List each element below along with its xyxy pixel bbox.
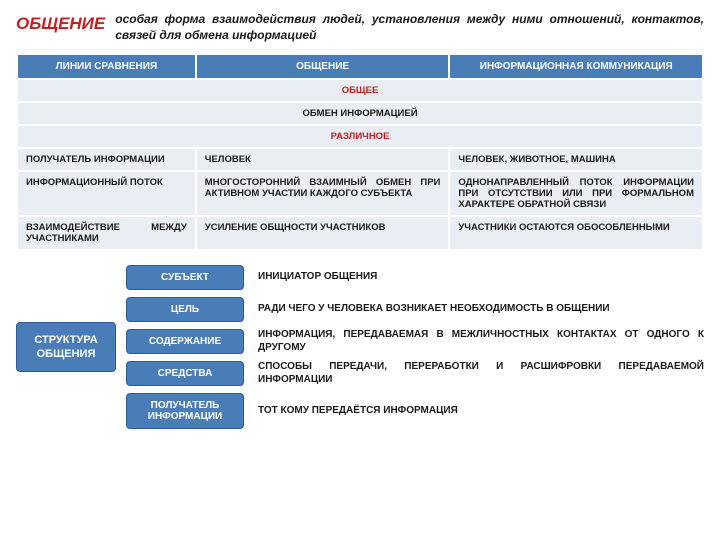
structure-chip: ЦЕЛЬ: [126, 297, 244, 322]
section-row: ОБЩЕЕ: [18, 80, 702, 101]
table-header-row: ЛИНИИ СРАВНЕНИЯ ОБЩЕНИЕ ИНФОРМАЦИОННАЯ К…: [18, 55, 702, 78]
col-header: ЛИНИИ СРАВНЕНИЯ: [18, 55, 195, 78]
structure-row: ПОЛУЧАТЕЛЬ ИНФОРМАЦИИ ТОТ КОМУ ПЕРЕДАЁТС…: [126, 393, 704, 429]
structure-block: СТРУКТУРА ОБЩЕНИЯ СУБЪЕКТ ИНИЦИАТОР ОБЩЕ…: [16, 265, 704, 429]
page-definition: особая форма взаимодействия людей, устан…: [115, 12, 704, 43]
cell: УЧАСТНИКИ ОСТАЮТСЯ ОБОСОБЛЕННЫМИ: [450, 217, 702, 249]
structure-row: СРЕДСТВА СПОСОБЫ ПЕРЕДАЧИ, ПЕРЕРАБОТКИ И…: [126, 361, 704, 386]
structure-desc: СПОСОБЫ ПЕРЕДАЧИ, ПЕРЕРАБОТКИ И РАСШИФРО…: [258, 361, 704, 386]
page-title: ОБЩЕНИЕ: [16, 12, 105, 34]
table-row: ОБМЕН ИНФОРМАЦИЕЙ: [18, 103, 702, 124]
structure-row: СОДЕРЖАНИЕ ИНФОРМАЦИЯ, ПЕРЕДАВАЕМАЯ В МЕ…: [126, 329, 704, 354]
cell: ВЗАИМОДЕЙСТВИЕ МЕЖДУ УЧАСТНИКАМИ: [18, 217, 195, 249]
cell: ОДНОНАПРАВЛЕННЫЙ ПОТОК ИНФОРМАЦИИ ПРИ ОТ…: [450, 172, 702, 215]
structure-rows: СУБЪЕКТ ИНИЦИАТОР ОБЩЕНИЯ ЦЕЛЬ РАДИ ЧЕГО…: [126, 265, 704, 429]
cell: ПОЛУЧАТЕЛЬ ИНФОРМАЦИИ: [18, 149, 195, 170]
cell: ЧЕЛОВЕК, ЖИВОТНОЕ, МАШИНА: [450, 149, 702, 170]
header: ОБЩЕНИЕ особая форма взаимодействия люде…: [16, 12, 704, 43]
comparison-table: ЛИНИИ СРАВНЕНИЯ ОБЩЕНИЕ ИНФОРМАЦИОННАЯ К…: [16, 53, 704, 251]
structure-desc: ТОТ КОМУ ПЕРЕДАЁТСЯ ИНФОРМАЦИЯ: [258, 405, 704, 418]
structure-chip: СОДЕРЖАНИЕ: [126, 329, 244, 354]
structure-desc: РАДИ ЧЕГО У ЧЕЛОВЕКА ВОЗНИКАЕТ НЕОБХОДИМ…: [258, 303, 704, 316]
section-row: РАЗЛИЧНОЕ: [18, 126, 702, 147]
section-label: ОБЩЕЕ: [18, 80, 702, 101]
structure-desc: ИНФОРМАЦИЯ, ПЕРЕДАВАЕМАЯ В МЕЖЛИЧНОСТНЫХ…: [258, 329, 704, 354]
col-header: ОБЩЕНИЕ: [197, 55, 449, 78]
cell: ЧЕЛОВЕК: [197, 149, 449, 170]
structure-desc: ИНИЦИАТОР ОБЩЕНИЯ: [258, 271, 704, 284]
col-header: ИНФОРМАЦИОННАЯ КОММУНИКАЦИЯ: [450, 55, 702, 78]
cell: МНОГОСТОРОННИЙ ВЗАИМНЫЙ ОБМЕН ПРИ АКТИВН…: [197, 172, 449, 215]
table-row: ИНФОРМАЦИОННЫЙ ПОТОК МНОГОСТОРОННИЙ ВЗАИ…: [18, 172, 702, 215]
structure-chip: СУБЪЕКТ: [126, 265, 244, 290]
table-row: ПОЛУЧАТЕЛЬ ИНФОРМАЦИИ ЧЕЛОВЕК ЧЕЛОВЕК, Ж…: [18, 149, 702, 170]
common-row: ОБМЕН ИНФОРМАЦИЕЙ: [18, 103, 702, 124]
cell: ИНФОРМАЦИОННЫЙ ПОТОК: [18, 172, 195, 215]
structure-chip: ПОЛУЧАТЕЛЬ ИНФОРМАЦИИ: [126, 393, 244, 429]
structure-main-label: СТРУКТУРА ОБЩЕНИЯ: [16, 322, 116, 373]
structure-row: ЦЕЛЬ РАДИ ЧЕГО У ЧЕЛОВЕКА ВОЗНИКАЕТ НЕОБ…: [126, 297, 704, 322]
table-row: ВЗАИМОДЕЙСТВИЕ МЕЖДУ УЧАСТНИКАМИ УСИЛЕНИ…: [18, 217, 702, 249]
section-label: РАЗЛИЧНОЕ: [18, 126, 702, 147]
structure-chip: СРЕДСТВА: [126, 361, 244, 386]
structure-row: СУБЪЕКТ ИНИЦИАТОР ОБЩЕНИЯ: [126, 265, 704, 290]
cell: УСИЛЕНИЕ ОБЩНОСТИ УЧАСТНИКОВ: [197, 217, 449, 249]
